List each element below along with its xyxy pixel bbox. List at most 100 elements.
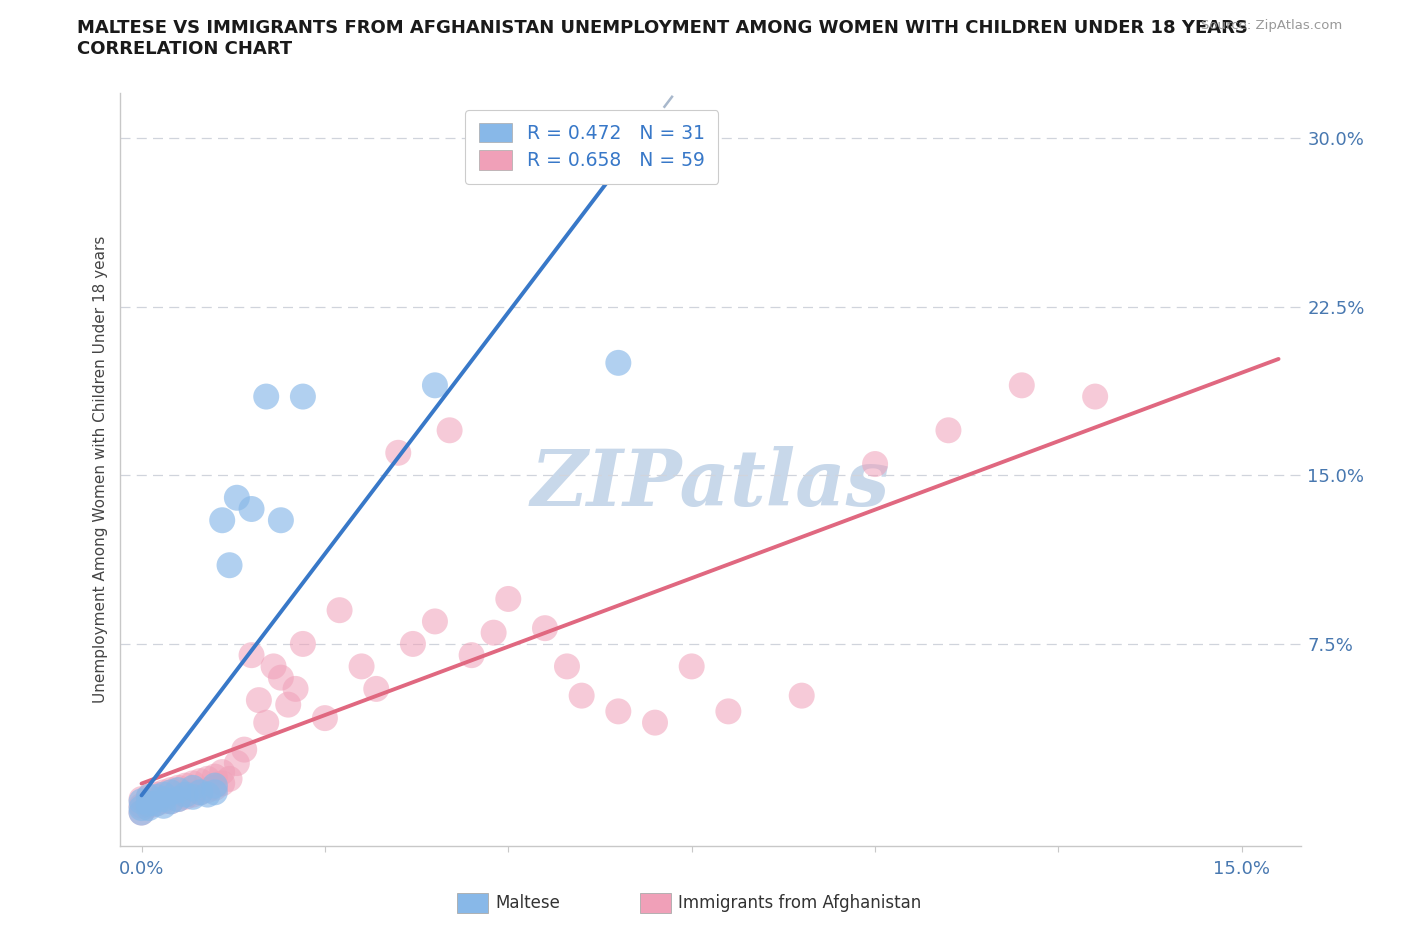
Point bbox=[211, 512, 233, 527]
Point bbox=[938, 423, 960, 438]
Point bbox=[1084, 389, 1107, 404]
Point bbox=[138, 801, 160, 816]
Point bbox=[197, 771, 219, 786]
Point bbox=[167, 791, 190, 806]
Point bbox=[188, 785, 211, 800]
Point bbox=[197, 783, 219, 798]
Point bbox=[145, 787, 167, 802]
Point bbox=[218, 771, 240, 786]
Point bbox=[152, 798, 174, 813]
Text: ZIPatlas: ZIPatlas bbox=[530, 446, 890, 523]
Point bbox=[225, 490, 247, 505]
Point bbox=[188, 774, 211, 789]
Point bbox=[152, 787, 174, 802]
Legend: R = 0.472   N = 31, R = 0.658   N = 59: R = 0.472 N = 31, R = 0.658 N = 59 bbox=[465, 110, 718, 183]
Point bbox=[197, 787, 219, 802]
Point bbox=[439, 423, 461, 438]
Point bbox=[498, 591, 520, 606]
Point bbox=[167, 780, 190, 795]
Point bbox=[863, 457, 886, 472]
Point bbox=[131, 798, 153, 813]
Point bbox=[160, 785, 183, 800]
Point bbox=[387, 445, 409, 460]
Point bbox=[555, 659, 578, 674]
Point bbox=[145, 796, 167, 811]
Point bbox=[181, 780, 204, 795]
Point bbox=[233, 742, 256, 757]
Point bbox=[681, 659, 703, 674]
Point bbox=[131, 801, 153, 816]
Point bbox=[174, 790, 197, 804]
Point bbox=[423, 614, 446, 629]
Point bbox=[160, 783, 183, 798]
Point bbox=[152, 785, 174, 800]
Point bbox=[644, 715, 666, 730]
Point bbox=[145, 790, 167, 804]
Point bbox=[350, 659, 373, 674]
Point bbox=[204, 778, 226, 793]
Point bbox=[607, 704, 630, 719]
Point bbox=[1011, 378, 1033, 392]
Point bbox=[284, 682, 307, 697]
Point bbox=[225, 756, 247, 771]
Point bbox=[254, 715, 277, 730]
Point bbox=[181, 776, 204, 790]
Point bbox=[181, 790, 204, 804]
Point bbox=[131, 805, 153, 820]
Text: Maltese: Maltese bbox=[495, 894, 560, 912]
Text: CORRELATION CHART: CORRELATION CHART bbox=[77, 40, 292, 58]
Point bbox=[174, 778, 197, 793]
Point bbox=[254, 389, 277, 404]
Point bbox=[366, 682, 388, 697]
Bar bbox=[640, 893, 671, 913]
Point bbox=[167, 791, 190, 806]
Y-axis label: Unemployment Among Women with Children Under 18 years: Unemployment Among Women with Children U… bbox=[93, 236, 108, 703]
Point bbox=[607, 355, 630, 370]
Text: Immigrants from Afghanistan: Immigrants from Afghanistan bbox=[678, 894, 921, 912]
Point bbox=[329, 603, 352, 618]
Point bbox=[291, 636, 314, 651]
Point bbox=[240, 647, 263, 662]
Point bbox=[211, 764, 233, 779]
Point bbox=[790, 688, 813, 703]
Point bbox=[291, 389, 314, 404]
Point bbox=[138, 796, 160, 811]
Point bbox=[571, 688, 593, 703]
Point bbox=[131, 794, 153, 809]
Point bbox=[138, 798, 160, 813]
Point bbox=[152, 794, 174, 809]
Point bbox=[423, 378, 446, 392]
Text: Source: ZipAtlas.com: Source: ZipAtlas.com bbox=[1202, 19, 1343, 32]
Point bbox=[188, 785, 211, 800]
Point bbox=[160, 794, 183, 809]
Point bbox=[218, 558, 240, 573]
Point bbox=[277, 698, 299, 712]
Point bbox=[138, 790, 160, 804]
Point bbox=[204, 769, 226, 784]
Point bbox=[152, 791, 174, 806]
Point bbox=[482, 625, 505, 640]
Point bbox=[167, 783, 190, 798]
Point bbox=[160, 794, 183, 809]
Point bbox=[181, 787, 204, 802]
Point bbox=[211, 776, 233, 790]
Point bbox=[247, 693, 270, 708]
Point bbox=[131, 805, 153, 820]
Text: MALTESE VS IMMIGRANTS FROM AFGHANISTAN UNEMPLOYMENT AMONG WOMEN WITH CHILDREN UN: MALTESE VS IMMIGRANTS FROM AFGHANISTAN U… bbox=[77, 19, 1249, 36]
Point bbox=[314, 711, 336, 725]
Point bbox=[204, 785, 226, 800]
Point bbox=[270, 512, 292, 527]
Bar bbox=[457, 893, 488, 913]
Point bbox=[460, 647, 482, 662]
Point bbox=[263, 659, 285, 674]
Point bbox=[270, 671, 292, 685]
Point bbox=[145, 796, 167, 811]
Point bbox=[240, 501, 263, 516]
Point bbox=[131, 791, 153, 806]
Point bbox=[138, 790, 160, 804]
Point bbox=[402, 636, 425, 651]
Point bbox=[534, 620, 557, 635]
Point bbox=[174, 787, 197, 802]
Point bbox=[204, 780, 226, 795]
Point bbox=[717, 704, 740, 719]
